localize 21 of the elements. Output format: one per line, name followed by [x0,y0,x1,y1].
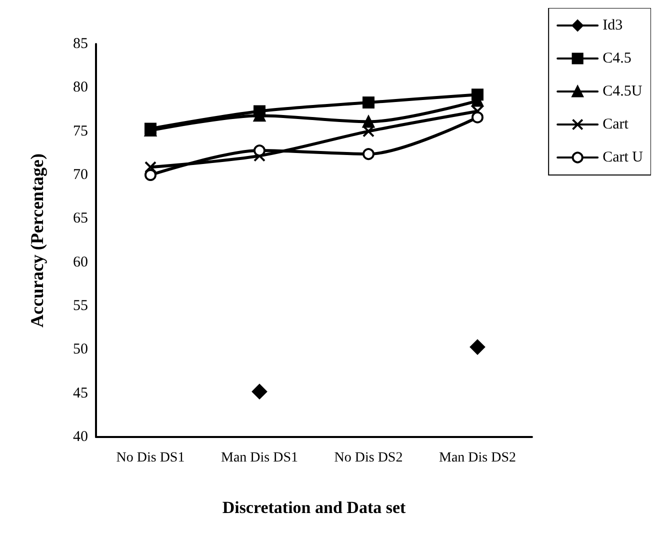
y-tick-label: 55 [73,298,88,314]
y-tick-label: 80 [73,80,88,96]
x-tick-label: Man Dis DS1 [220,450,298,466]
legend-label: C4.5 [602,50,632,66]
x-tick-label: No Dis DS2 [334,450,403,466]
y-tick-label: 70 [73,167,88,183]
y-tick-label: 85 [73,36,88,52]
legend-label: Id3 [602,18,623,34]
y-tick-label: 50 [73,342,88,358]
x-tick-label: Man Dis DS2 [438,450,516,466]
legend-label: Cart U [602,150,644,166]
legend-label: Cart [602,116,630,132]
y-axis-title: Accuracy (Percentage) [27,153,47,328]
y-tick-label: 40 [73,429,88,445]
y-tick-label: 75 [73,123,88,140]
y-tick-label: 65 [73,210,88,227]
x-tick-label: No Dis DS1 [116,450,185,466]
legend-label: C4.5U [602,84,642,100]
y-tick-label: 45 [73,385,88,402]
x-axis-title: Discretation and Data set [222,498,406,517]
y-tick-label: 60 [73,254,88,270]
